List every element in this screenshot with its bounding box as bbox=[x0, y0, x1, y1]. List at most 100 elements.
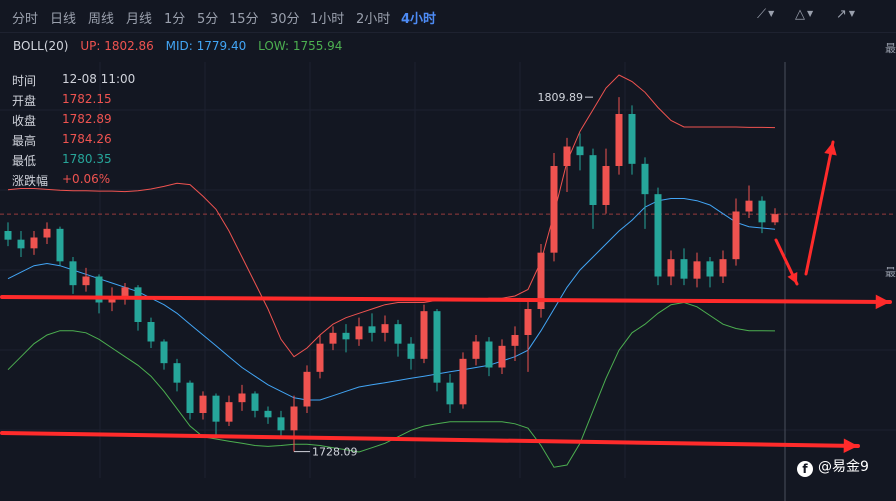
candle-body bbox=[758, 200, 766, 223]
candle-body bbox=[589, 155, 597, 205]
tab-timeframe-8[interactable]: 1小时 bbox=[310, 12, 345, 27]
candle-body bbox=[147, 322, 155, 342]
candle-body bbox=[472, 341, 480, 359]
info-key: 最高 bbox=[12, 134, 37, 148]
candle-body bbox=[316, 343, 324, 372]
candle-body bbox=[485, 341, 493, 368]
tab-timeframe-7[interactable]: 30分 bbox=[270, 12, 300, 27]
candle-body bbox=[771, 214, 779, 223]
candle-body bbox=[511, 335, 519, 346]
candle-body bbox=[420, 311, 428, 359]
candle-body bbox=[381, 324, 389, 333]
boll-indicator-legend: BOLL(20) UP: 1802.86 MID: 1779.40 LOW: 1… bbox=[13, 39, 350, 53]
candle-body bbox=[680, 259, 688, 279]
down-arrow-head bbox=[787, 272, 798, 284]
candle-body bbox=[654, 194, 662, 277]
candle-body bbox=[576, 146, 584, 156]
candle-body bbox=[693, 261, 701, 279]
tab-timeframe-10[interactable]: 4小时 bbox=[401, 12, 437, 27]
candle-body bbox=[706, 261, 714, 277]
candle-body bbox=[82, 276, 90, 286]
candle-body bbox=[394, 324, 402, 344]
candle-body bbox=[719, 259, 727, 277]
candle-body bbox=[303, 371, 311, 407]
up-arrow bbox=[804, 140, 835, 276]
candle-body bbox=[121, 287, 129, 296]
support-arrow-upper bbox=[0, 295, 892, 304]
triangle-icon[interactable]: △ ▼ bbox=[795, 7, 814, 22]
candle-body bbox=[342, 332, 350, 340]
tab-timeframe-1[interactable]: 日线 bbox=[50, 12, 77, 27]
candle-body bbox=[355, 326, 363, 340]
candle-body bbox=[4, 231, 12, 240]
boll-mid-value: MID: 1779.40 bbox=[165, 39, 247, 53]
candle-body bbox=[745, 200, 753, 212]
tab-timeframe-5[interactable]: 5分 bbox=[197, 12, 219, 27]
up-arrow-head bbox=[824, 142, 837, 156]
tab-timeframe-6[interactable]: 15分 bbox=[229, 12, 259, 27]
info-key: 收盘 bbox=[12, 114, 37, 128]
tab-timeframe-4[interactable]: 1分 bbox=[164, 12, 186, 27]
candle-body bbox=[550, 166, 558, 253]
support-arrow-lower-head bbox=[843, 438, 858, 454]
candle-body bbox=[17, 239, 25, 249]
candle-body bbox=[524, 309, 532, 335]
candle-body bbox=[732, 211, 740, 260]
candle-body bbox=[602, 166, 610, 205]
candle-body bbox=[368, 326, 376, 333]
candle-body bbox=[290, 406, 298, 431]
tab-timeframe-0[interactable]: 分时 bbox=[12, 12, 39, 27]
boll-up-value: UP: 1802.86 bbox=[80, 39, 154, 53]
edge-label-2: 最 bbox=[885, 266, 896, 279]
boll-low-value: LOW: 1755.94 bbox=[258, 39, 343, 53]
annotation-high-label: 1809.89 bbox=[538, 91, 584, 104]
candle-body bbox=[212, 395, 220, 422]
info-key: 最低 bbox=[12, 154, 37, 168]
tab-timeframe-3[interactable]: 月线 bbox=[126, 12, 153, 27]
info-value: +0.06% bbox=[62, 172, 111, 186]
info-key: 时间 bbox=[12, 74, 37, 88]
info-key: 开盘 bbox=[12, 94, 37, 108]
candle-body bbox=[134, 287, 142, 322]
tab-timeframe-9[interactable]: 2小时 bbox=[356, 12, 391, 27]
candle-body bbox=[56, 228, 64, 262]
tab-timeframe-2[interactable]: 周线 bbox=[88, 12, 115, 27]
support-arrow-upper-head bbox=[875, 294, 890, 310]
arrow-icon[interactable]: ↗ ▼ bbox=[836, 7, 856, 22]
info-value: 12-08 11:00 bbox=[62, 72, 136, 86]
candle-body bbox=[459, 358, 467, 405]
candle-body bbox=[563, 146, 571, 166]
candle-body bbox=[537, 252, 545, 309]
candle-body bbox=[628, 114, 636, 164]
watermark: f @易金9 bbox=[797, 456, 869, 477]
candle-body bbox=[251, 393, 259, 411]
candle-body bbox=[498, 345, 506, 368]
candle-body bbox=[264, 410, 272, 418]
info-value: 1780.35 bbox=[62, 152, 112, 166]
candle-body bbox=[277, 417, 285, 431]
edge-label-1: 最 bbox=[885, 42, 896, 55]
line-draw-icon[interactable]: ⟋ ▼ bbox=[757, 7, 775, 22]
candle-body bbox=[173, 363, 181, 383]
info-value: 1782.15 bbox=[62, 92, 112, 106]
toolbar: 分时 日线 周线 月线 1分 5分 15分 30分 1小时 2小时 4小时 ⟋ ▼ △ ▼ ↗ ▼ bbox=[0, 0, 896, 33]
candle-body bbox=[95, 276, 103, 303]
boll-upper-band bbox=[7, 74, 776, 358]
candle-body bbox=[641, 163, 649, 195]
candle-body bbox=[329, 332, 337, 344]
candle-body bbox=[433, 311, 441, 383]
candle-body bbox=[446, 382, 454, 405]
candle-body bbox=[186, 382, 194, 413]
candle-body bbox=[43, 228, 51, 238]
annotation-low-label: 1728.09 bbox=[312, 446, 358, 459]
candle-body bbox=[160, 341, 168, 364]
indicator-name[interactable]: BOLL(20) bbox=[13, 39, 69, 53]
info-key: 涨跌幅 bbox=[12, 174, 49, 188]
candle-body bbox=[615, 114, 623, 166]
info-value: 1782.89 bbox=[62, 112, 112, 126]
candle-body bbox=[667, 259, 675, 277]
support-arrow-lower bbox=[0, 431, 860, 448]
candle-body bbox=[69, 261, 77, 286]
candle-body bbox=[407, 343, 415, 359]
